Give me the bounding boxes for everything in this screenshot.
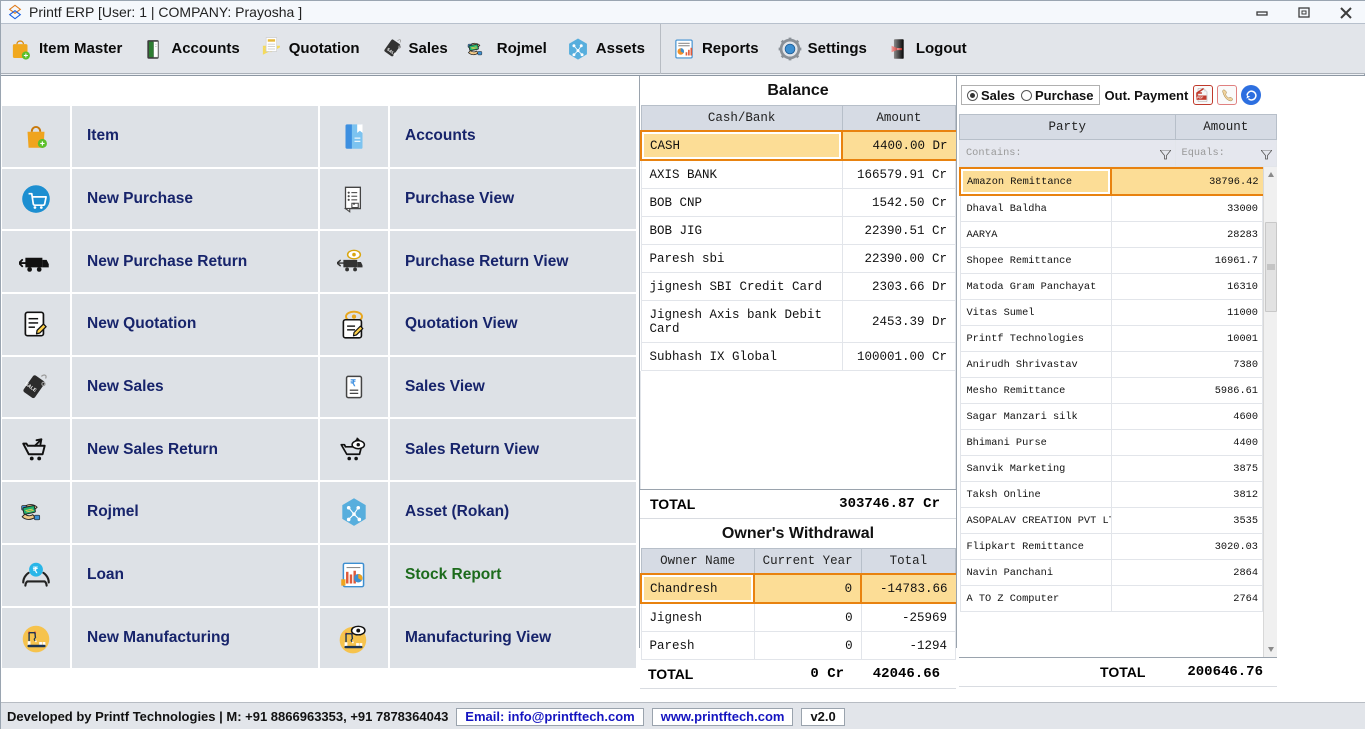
svg-text:₹: ₹ (350, 378, 356, 388)
svg-text:₹: ₹ (33, 565, 39, 575)
svg-text:PDF: PDF (1197, 96, 1203, 100)
